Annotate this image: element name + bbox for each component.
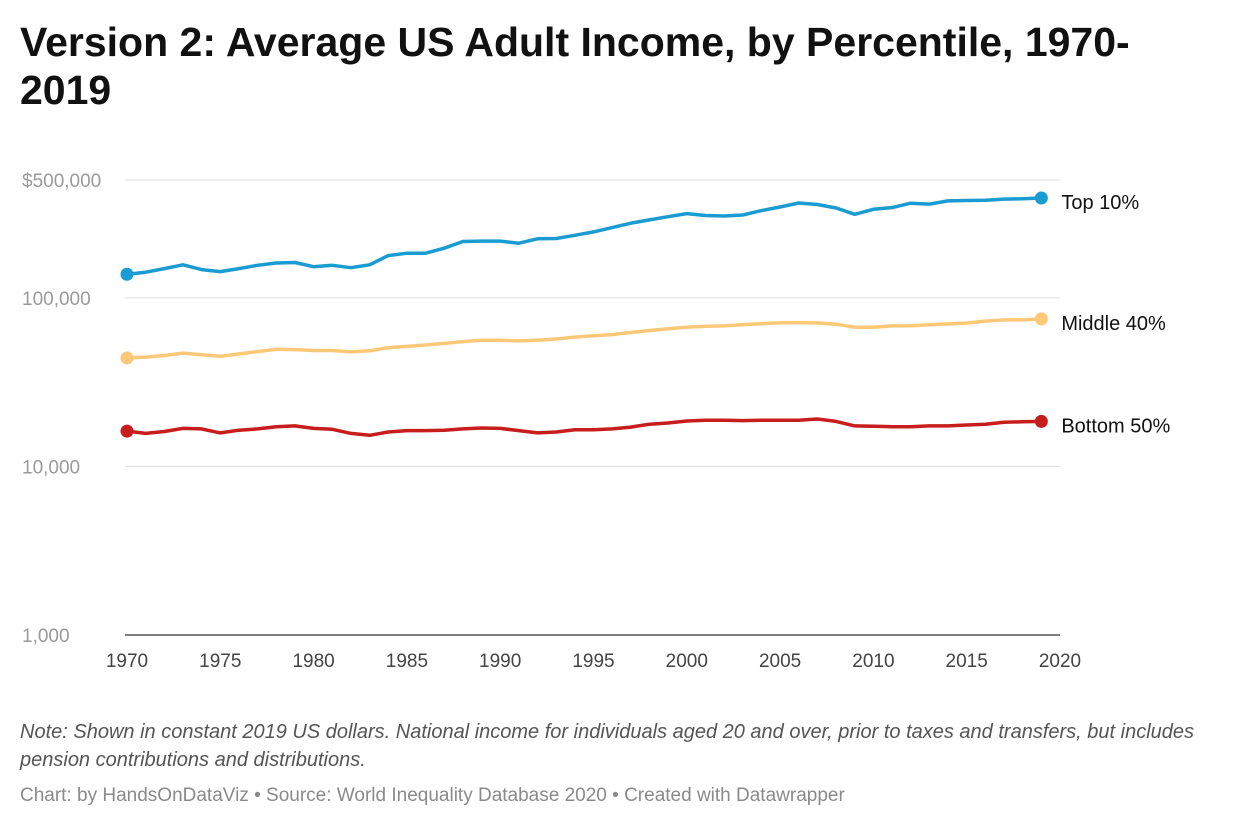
- series-lines: [120, 191, 1048, 438]
- series-line-middle-40: [125, 317, 1044, 360]
- x-tick-label: 1975: [199, 651, 241, 672]
- x-tick-label: 1970: [106, 651, 148, 672]
- y-tick-label: 100,000: [22, 289, 91, 310]
- chart-credit: Chart: by HandsOnDataViz • Source: World…: [20, 785, 845, 807]
- series-start-dot-top-10: [120, 267, 134, 281]
- chart-note: Note: Shown in constant 2019 US dollars.…: [20, 721, 1195, 771]
- series-label-middle-40: Middle 40%: [1061, 313, 1166, 335]
- x-tick-label: 2010: [852, 651, 894, 672]
- x-tick-label: 1990: [479, 651, 521, 672]
- credit-separator: •: [248, 785, 267, 806]
- credit-source: Source: World Inequality Database 2020: [266, 785, 607, 806]
- series-line-top-10: [125, 196, 1044, 277]
- y-tick-label: 10,000: [22, 457, 80, 478]
- series-label-top-10: Top 10%: [1061, 192, 1139, 214]
- credit-tool: Created with Datawrapper: [624, 785, 845, 806]
- chart-title: Version 2: Average US Adult Income, by P…: [20, 19, 1130, 113]
- series-end-dot-top-10: [1034, 191, 1048, 205]
- x-tick-label: 1995: [572, 651, 614, 672]
- x-tick-label: 1985: [386, 651, 428, 672]
- series-end-dot-middle-40: [1034, 312, 1048, 326]
- credit-separator: •: [606, 785, 625, 806]
- series-end-dot-bottom-50: [1034, 414, 1048, 428]
- y-tick-label: $500,000: [22, 171, 101, 192]
- axes: 1,000 10,000 100,000 $500,000 1970 1975 1980 19…: [22, 171, 1081, 672]
- x-tick-label: 2005: [759, 651, 801, 672]
- x-tick-label: 2000: [666, 651, 708, 672]
- credit-author: Chart: by HandsOnDataViz: [20, 785, 249, 806]
- y-tick-label: 1,000: [22, 626, 70, 647]
- series-labels: Top 10% Middle 40% Bottom 50%: [1061, 192, 1170, 437]
- gridlines: [125, 179, 1060, 467]
- series-label-bottom-50: Bottom 50%: [1061, 415, 1170, 437]
- x-tick-label: 2015: [946, 651, 988, 672]
- series-start-dot-middle-40: [120, 351, 134, 365]
- x-tick-label: 1980: [292, 651, 334, 672]
- series-line-bottom-50: [125, 417, 1044, 438]
- x-tick-label: 2020: [1039, 651, 1081, 672]
- line-chart: 1,000 10,000 100,000 $500,000 1970 1975 1980 19…: [22, 171, 1171, 672]
- series-start-dot-bottom-50: [120, 424, 134, 438]
